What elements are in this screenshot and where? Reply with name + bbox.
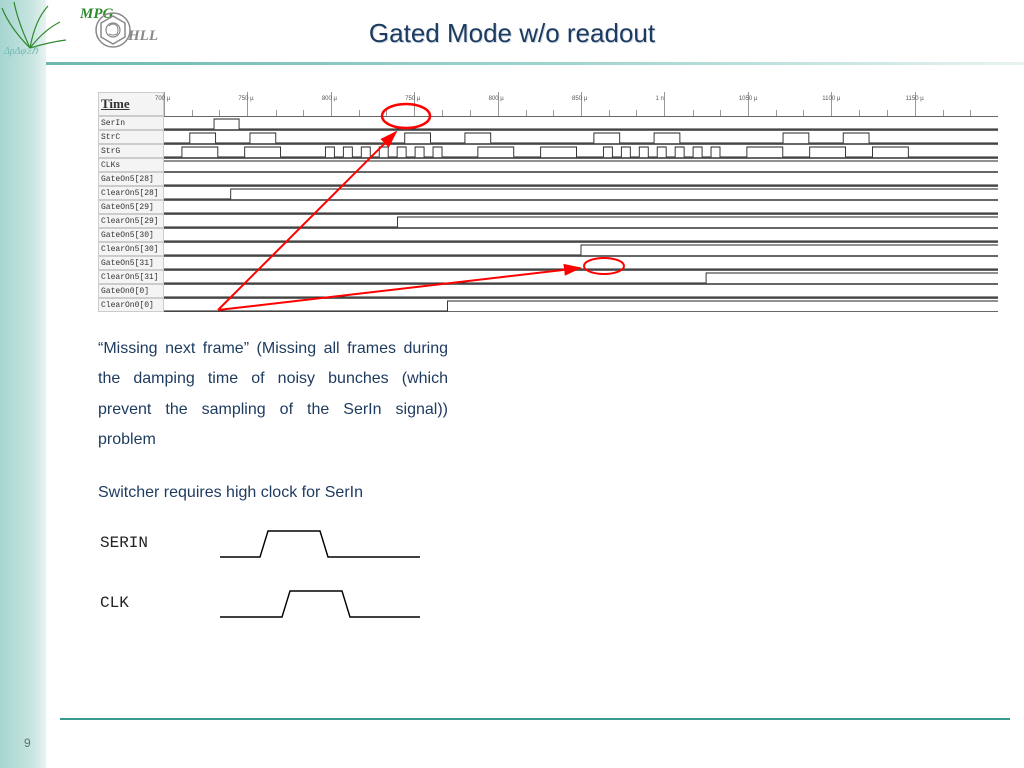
signal-row: ClearOn5[29] (98, 214, 998, 228)
signal-row: CLKs (98, 158, 998, 172)
divider-bottom (60, 718, 1010, 720)
signal-label: ClearOn5[30] (98, 242, 164, 256)
signal-row: StrC (98, 130, 998, 144)
page-number: 9 (24, 736, 31, 750)
signal-row: GateOn5[29] (98, 200, 998, 214)
signal-wave (164, 200, 998, 214)
signal-wave (164, 144, 998, 158)
paragraph-1: “Missing next frame” (Missing all frames… (98, 334, 448, 456)
mini-signal-row: SERIN (100, 520, 430, 566)
signal-wave (164, 242, 998, 256)
signal-row: StrG (98, 144, 998, 158)
signal-row: GateOn0[0] (98, 284, 998, 298)
signal-wave (164, 270, 998, 284)
signal-row: ClearOn5[28] (98, 186, 998, 200)
signal-wave (164, 228, 998, 242)
signal-wave (164, 116, 998, 130)
signal-label: SerIn (98, 116, 164, 130)
left-accent-strip (0, 0, 46, 768)
signal-label: ClearOn5[31] (98, 270, 164, 284)
signal-wave (164, 256, 998, 270)
signal-label: StrG (98, 144, 164, 158)
signal-wave (164, 186, 998, 200)
timing-diagram: Time700 µ750 µ800 µ750 µ800 µ850 µ1 n105… (98, 92, 998, 312)
signal-wave (164, 158, 998, 172)
signal-row: SerIn (98, 116, 998, 130)
page-title: Gated Mode w/o readout (0, 18, 1024, 49)
signal-label: ClearOn0[0] (98, 298, 164, 312)
signal-wave (164, 130, 998, 144)
divider-top (46, 62, 1024, 65)
paragraph-2: Switcher requires high clock for SerIn (98, 478, 448, 508)
signal-label: ClearOn5[29] (98, 214, 164, 228)
signal-wave (164, 214, 998, 228)
signal-row: GateOn5[30] (98, 228, 998, 242)
mini-signal-row: CLK (100, 580, 430, 626)
signal-wave (164, 284, 998, 298)
signal-row: GateOn5[31] (98, 256, 998, 270)
signal-label: ClearOn5[28] (98, 186, 164, 200)
signal-row: ClearOn5[30] (98, 242, 998, 256)
signal-label: GateOn5[31] (98, 256, 164, 270)
signal-row: GateOn5[28] (98, 172, 998, 186)
mini-signal-label: CLK (100, 594, 220, 612)
signal-row: ClearOn5[31] (98, 270, 998, 284)
signal-label: GateOn5[28] (98, 172, 164, 186)
signal-wave (164, 172, 998, 186)
signal-row: ClearOn0[0] (98, 298, 998, 312)
signal-label: GateOn5[30] (98, 228, 164, 242)
signal-label: GateOn0[0] (98, 284, 164, 298)
signal-label: StrC (98, 130, 164, 144)
mini-timing-diagram: SERIN CLK (100, 520, 430, 640)
signal-label: CLKs (98, 158, 164, 172)
signal-label: GateOn5[29] (98, 200, 164, 214)
signal-wave (164, 298, 998, 312)
mini-signal-label: SERIN (100, 534, 220, 552)
